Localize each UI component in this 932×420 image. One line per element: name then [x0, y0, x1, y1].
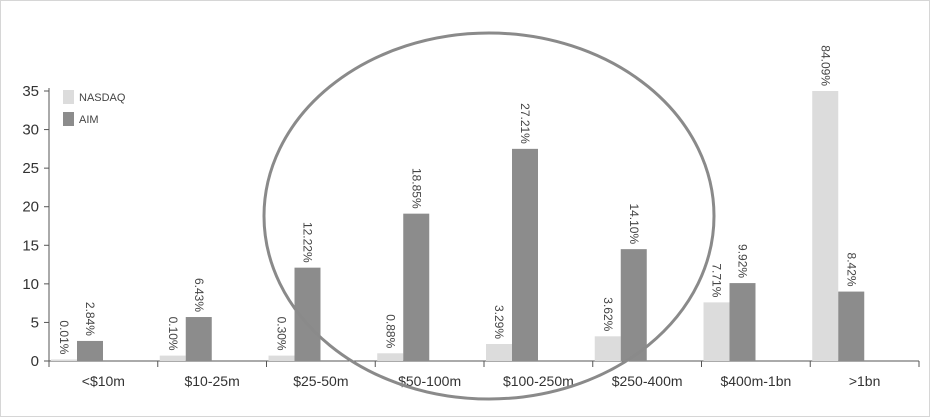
x-category-label: >1bn: [849, 373, 881, 389]
x-category-label: <$10m: [82, 373, 125, 389]
data-label-nasdaq-4: 3.29%: [492, 305, 506, 339]
bar-nasdaq-5: [594, 336, 621, 361]
y-tick-label: 35: [22, 83, 39, 100]
bar-nasdaq-3: [377, 353, 404, 361]
bar-nasdaq-0: [51, 359, 77, 361]
data-label-aim-0: 2.84%: [83, 302, 97, 336]
data-label-nasdaq-7: 84.09%: [818, 45, 832, 86]
data-label-aim-1: 6.43%: [192, 278, 206, 312]
x-category-label: $400m-1bn: [720, 373, 791, 389]
bar-nasdaq-4: [486, 344, 512, 361]
data-label-aim-4: 27.21%: [518, 103, 532, 144]
bar-nasdaq-7: [812, 91, 839, 361]
bar-nasdaq-6: [703, 302, 730, 361]
data-label-nasdaq-5: 3.62%: [601, 297, 615, 331]
legend-swatch-aim: [63, 112, 74, 126]
data-labels: 0.01% 0.10% 0.30% 0.88% 3.29% 3.62% 7.71% 84.09…: [57, 45, 858, 354]
data-label-nasdaq-3: 0.88%: [383, 314, 397, 348]
axes: 0 5 10 15 20 25 30 35 <$10m $10-25m $25-50m $50-100…: [22, 83, 920, 389]
y-tick-label: 30: [22, 122, 39, 139]
x-category-label: $50-100m: [398, 373, 461, 389]
legend-swatch-nasdaq: [63, 90, 74, 104]
data-label-nasdaq-2: 0.30%: [275, 317, 289, 351]
highlight-ellipse: [262, 31, 716, 401]
x-category-label: $250-400m: [612, 373, 683, 389]
data-label-aim-5: 14.10%: [627, 203, 641, 244]
legend-label-aim: AIM: [79, 114, 99, 126]
data-label-aim-2: 12.22%: [301, 222, 315, 263]
y-tick-label: 10: [22, 276, 39, 293]
y-tick-label: 25: [22, 160, 39, 177]
data-label-nasdaq-1: 0.10%: [166, 317, 180, 351]
bar-nasdaq-1: [159, 355, 186, 361]
bar-aim-4: [512, 148, 538, 361]
bar-nasdaq-2: [268, 355, 295, 361]
bar-aim-7: [838, 291, 865, 361]
data-label-aim-7: 8.42%: [844, 253, 858, 287]
bar-aim-0: [77, 340, 103, 361]
data-label-nasdaq-6: 7.71%: [710, 263, 724, 297]
x-category-label: $10-25m: [184, 373, 239, 389]
data-label-aim-3: 18.85%: [409, 168, 423, 209]
bar-aim-1: [185, 317, 212, 361]
data-label-aim-6: 9.92%: [736, 244, 750, 278]
bar-aim-3: [403, 213, 430, 361]
data-label-nasdaq-0: 0.01%: [57, 320, 71, 354]
legend: NASDAQ AIM: [63, 90, 126, 126]
y-tick-label: 15: [22, 237, 39, 254]
y-tick-label: 0: [31, 353, 39, 370]
y-tick-label: 5: [31, 314, 39, 331]
y-tick-label: 20: [22, 199, 39, 216]
bar-aim-5: [620, 249, 647, 361]
bar-aim-6: [729, 283, 756, 361]
x-category-label: $25-50m: [293, 373, 348, 389]
x-category-label: $100-250m: [503, 373, 574, 389]
legend-label-nasdaq: NASDAQ: [79, 92, 126, 104]
